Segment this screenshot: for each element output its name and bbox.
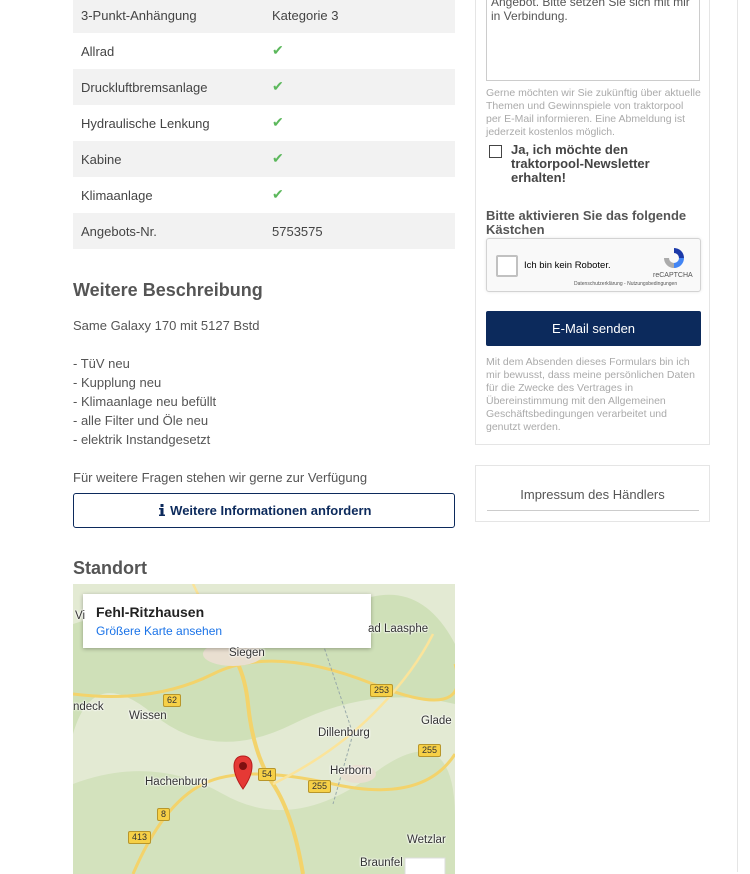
description-closing: Für weitere Fragen stehen wir gerne zur … <box>73 470 368 485</box>
road-number: 54 <box>258 768 277 781</box>
map-label: Glade <box>421 715 452 727</box>
spec-label: Allrad <box>81 44 115 59</box>
description-item: - TüV neu <box>73 356 130 371</box>
message-textarea[interactable]: Angebot. Bitte setzen Sie sich mit mir i… <box>486 0 700 81</box>
captcha-links[interactable]: Datenschutzerklärung - Nutzungsbedingung… <box>574 281 678 287</box>
spec-table: 3-Punkt-Anhängung Kategorie 3 Allrad ✔ Druck… <box>0 0 460 250</box>
map-label: Braunfel <box>360 857 403 869</box>
spec-row: Hydraulische Lenkung ✔ <box>73 105 455 141</box>
map-link[interactable]: Größere Karte ansehen <box>96 624 223 638</box>
map-label: Wetzlar <box>407 834 446 846</box>
captcha-brand: reCAPTCHA <box>653 272 693 279</box>
spec-value: Kategorie 3 <box>272 8 339 23</box>
captcha-prompt: Bitte aktivieren Sie das folgende Kästch… <box>486 208 687 237</box>
spec-row: Allrad ✔ <box>73 33 455 69</box>
spec-value: ✔ <box>272 42 284 58</box>
captcha-box: Ich bin kein Roboter. reCAPTCHA Datensch… <box>486 238 701 292</box>
map-label: ndeck <box>73 701 104 713</box>
section-heading: Standort <box>73 558 147 578</box>
description-item: - alle Filter und Öle neu <box>73 413 209 428</box>
map[interactable]: Fehl-Ritzhausen Größere Karte ansehen Vi… <box>73 584 455 874</box>
spec-value: 5753575 <box>272 224 323 239</box>
imprint-box: Impressum des Händlers <box>475 465 710 522</box>
spec-row: Angebots-Nr. 5753575 <box>73 213 455 249</box>
spec-label: Hydraulische Lenkung <box>81 116 210 131</box>
imprint-underline <box>487 510 699 511</box>
spec-label: Druckluftbremsanlage <box>81 80 208 95</box>
description-intro: Same Galaxy 170 mit 5127 Bstd <box>73 318 260 333</box>
spec-value: ✔ <box>272 114 284 130</box>
road-number: 255 <box>308 780 332 793</box>
info-icon <box>158 504 165 516</box>
submit-button[interactable]: E-Mail senden <box>486 311 701 346</box>
spec-value: ✔ <box>272 186 284 202</box>
spec-value: ✔ <box>272 78 284 94</box>
imprint-link[interactable]: Impressum des Händlers <box>520 487 665 502</box>
message-text: Angebot. Bitte setzen Sie sich mit mir i… <box>491 0 690 23</box>
description-item: - Klimaanlage neu befüllt <box>73 394 217 409</box>
map-card: Fehl-Ritzhausen Größere Karte ansehen <box>83 594 371 648</box>
captcha-checkbox[interactable] <box>496 255 518 277</box>
description-item: - elektrik Instandgesetzt <box>73 432 211 447</box>
spec-row: Druckluftbremsanlage ✔ <box>73 69 455 105</box>
road-number: 253 <box>370 684 394 697</box>
map-label: Hachenburg <box>145 776 208 788</box>
road-number: 413 <box>128 831 152 844</box>
spec-label: Klimaanlage <box>81 188 153 203</box>
button-label: Weitere Informationen anfordern <box>170 503 372 518</box>
description-item: - Kupplung neu <box>73 375 162 390</box>
spec-label: Kabine <box>81 152 122 167</box>
spec-row: Kabine ✔ <box>73 141 455 177</box>
spec-label: Angebots-Nr. <box>81 224 157 239</box>
spec-value: ✔ <box>272 150 284 166</box>
spec-row: 3-Punkt-Anhängung Kategorie 3 <box>73 0 455 33</box>
map-label: ad Laasphe <box>368 623 429 635</box>
map-label: Herborn <box>330 765 372 777</box>
scroll-edge <box>737 0 738 872</box>
map-label: Dillenburg <box>318 727 370 739</box>
spec-row: Klimaanlage ✔ <box>73 177 455 213</box>
newsletter-info: Gerne möchten wir Sie zukünftig über akt… <box>486 87 701 138</box>
contact-form <box>475 0 710 445</box>
map-place: Fehl-Ritzhausen <box>96 604 205 620</box>
road-number: 62 <box>163 694 182 707</box>
map-label: Wissen <box>129 710 167 722</box>
description-list: - TüV neu - Kupplung neu - Klimaanlage neu… <box>73 354 216 449</box>
map-label: Vi <box>75 610 86 622</box>
disclaimer: Mit dem Absenden dieses Formulars bin ic… <box>486 356 695 433</box>
newsletter-checkbox[interactable] <box>489 145 502 158</box>
captcha-label: Ich bin kein Roboter. <box>524 260 611 271</box>
road-number: 8 <box>157 808 171 821</box>
spec-label: 3-Punkt-Anhängung <box>81 8 197 23</box>
newsletter-label: Ja, ich möchte den traktorpool-Newslette… <box>511 142 650 185</box>
road-number: 255 <box>418 744 442 757</box>
section-heading: Weitere Beschreibung <box>73 280 263 300</box>
info-request-button[interactable]: Weitere Informationen anfordern <box>73 493 455 528</box>
captcha-logo <box>664 248 684 268</box>
map-label: Siegen <box>229 647 265 659</box>
